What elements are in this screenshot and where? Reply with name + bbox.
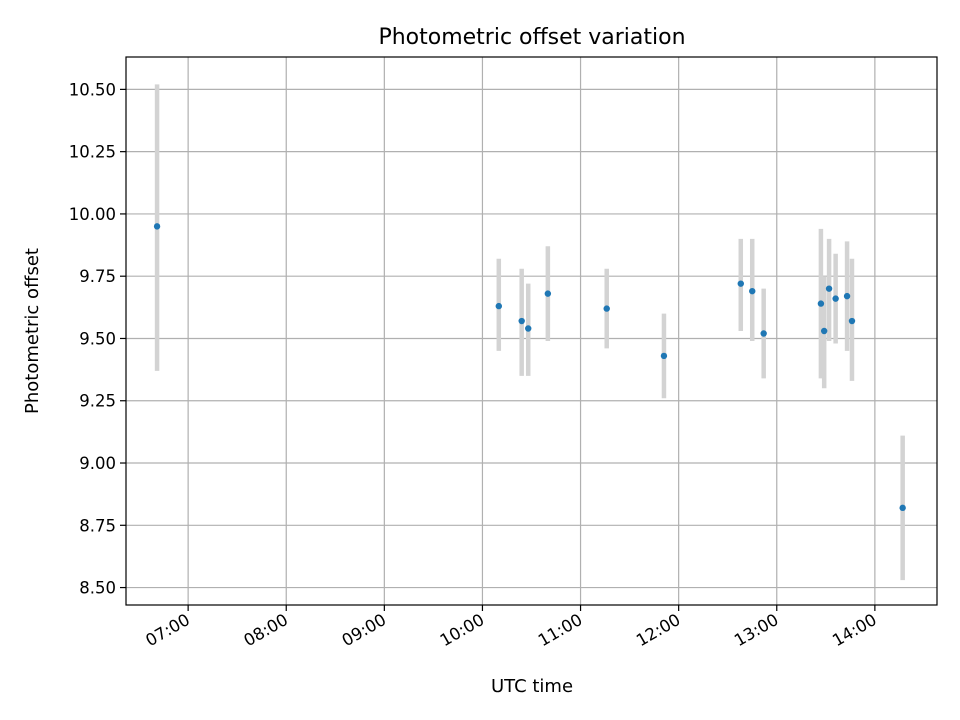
data-point [749, 287, 756, 295]
data-point [603, 305, 610, 312]
y-axis-label: Photometric offset [22, 248, 43, 414]
data-point [825, 285, 833, 292]
y-tick-label: 10.00 [69, 205, 116, 224]
data-point [153, 223, 161, 230]
data-point [832, 295, 839, 302]
data-point [817, 300, 825, 307]
y-axis-ticks: 8.50 8.75 9.00 9.25 9.50 9.75 10.00 10.25 10.50 [69, 80, 126, 598]
data-point [848, 317, 856, 325]
data-point [843, 292, 851, 300]
chart-title: Photometric offset variation [378, 25, 685, 50]
y-tick-label: 9.00 [79, 454, 116, 473]
x-axis-label: UTC time [491, 676, 573, 697]
data-point [737, 280, 744, 287]
grid [126, 57, 937, 605]
y-tick-label: 10.25 [69, 143, 116, 162]
data-point [518, 317, 525, 325]
y-tick-label: 9.75 [79, 267, 116, 286]
y-tick-label: 8.50 [79, 579, 116, 598]
y-tick-label: 9.50 [79, 329, 116, 348]
data-point [544, 290, 552, 297]
data-point [899, 504, 906, 512]
data-point [760, 330, 767, 337]
plot-frame [125, 56, 938, 606]
y-tick-label: 10.50 [69, 80, 116, 99]
data-point [525, 325, 532, 332]
data-point [820, 327, 828, 335]
data-point [660, 352, 668, 360]
y-tick-label: 9.25 [79, 392, 116, 411]
data-point [495, 302, 502, 310]
y-tick-label: 8.75 [79, 516, 116, 535]
data-points [153, 223, 906, 512]
